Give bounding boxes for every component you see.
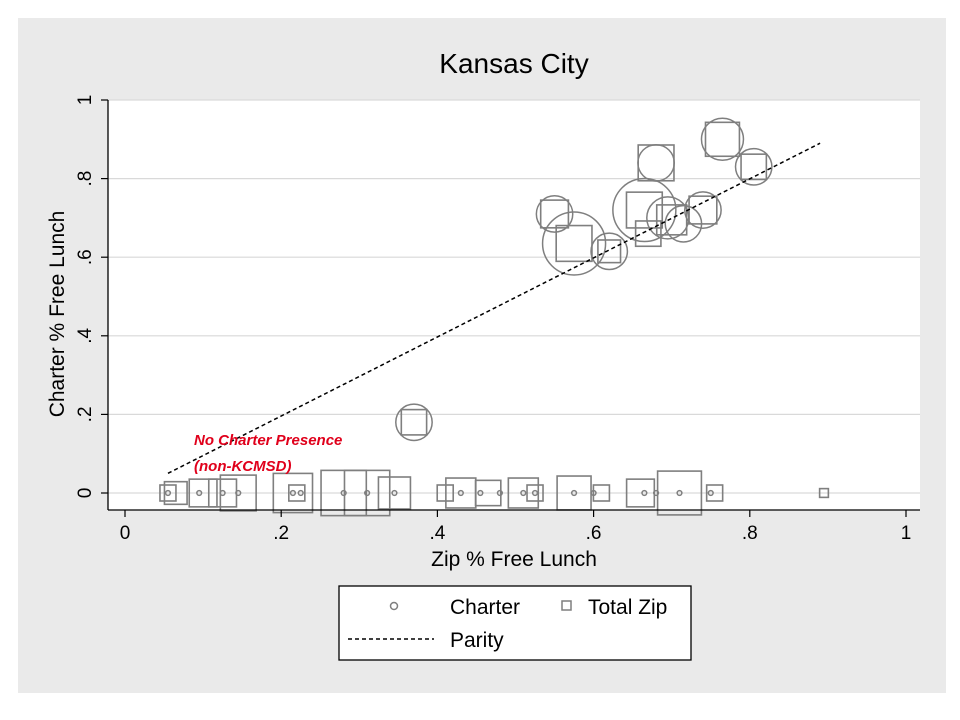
charter-marker xyxy=(590,232,629,271)
x-tick-label: .6 xyxy=(586,523,602,544)
scatter-chart: Kansas City 0 .2 .4 .6 .8 1 0 .2 .4 .6 .8 1 No Char… xyxy=(46,48,920,661)
charter-marker xyxy=(734,147,773,186)
charter-marker xyxy=(570,489,578,497)
charter-marker xyxy=(590,489,597,497)
charter-marker xyxy=(289,489,297,497)
charter-marker xyxy=(676,489,683,497)
charter-marker xyxy=(235,489,242,497)
charter-marker xyxy=(541,211,607,276)
charter-marker xyxy=(477,489,484,497)
charter-marker xyxy=(164,489,172,497)
legend-box xyxy=(338,585,692,661)
annotation: No Charter Presence (non-KCMSD) xyxy=(194,432,342,475)
charter-marker xyxy=(340,489,347,497)
annotation-line-1: No Charter Presence xyxy=(194,432,342,449)
legend-totalzip-symbol xyxy=(561,600,572,611)
x-tick-label: .4 xyxy=(429,523,445,544)
y-tick-label: .2 xyxy=(75,406,96,422)
total-zip-marker xyxy=(555,224,593,263)
legend-totalzip-label: Total Zip xyxy=(588,596,667,619)
total-zip-marker xyxy=(656,470,703,516)
gridlines xyxy=(108,99,920,494)
total-zip-marker xyxy=(818,487,830,499)
total-zip-marker xyxy=(705,484,724,502)
total-zip-marker xyxy=(188,478,218,508)
x-axis-title: Zip % Free Lunch xyxy=(431,548,597,571)
total-zip-marker xyxy=(507,477,540,509)
charter-marker xyxy=(637,143,676,182)
charter-marker xyxy=(219,489,226,497)
total-zip-marker xyxy=(377,476,412,510)
parity-line xyxy=(167,142,821,475)
plot-area xyxy=(108,100,920,510)
y-tick-label: .4 xyxy=(75,327,96,343)
chart-title: Kansas City xyxy=(439,48,588,79)
total-zip-marker xyxy=(343,469,391,517)
total-zip-marker xyxy=(526,484,544,502)
total-zip-marker xyxy=(539,199,570,229)
charter-marker xyxy=(646,196,690,240)
y-tick-label: 1 xyxy=(75,95,96,106)
charter-marker xyxy=(641,489,648,497)
total-zip-marker xyxy=(288,484,306,502)
total-zip-marker xyxy=(159,484,177,502)
total-zip-marker xyxy=(740,153,768,181)
legend-charter-symbol xyxy=(389,601,399,611)
charter-marker xyxy=(457,489,464,497)
charter-marker xyxy=(196,489,203,497)
charter-marker xyxy=(531,489,539,497)
legend: Charter Total Zip Parity xyxy=(338,585,692,661)
total-zip-marker xyxy=(400,408,428,436)
charter-marker xyxy=(496,489,503,497)
charter-marker xyxy=(297,489,304,497)
total-zip-marker xyxy=(634,220,662,248)
charter-marker xyxy=(707,489,714,497)
charter-marker xyxy=(700,117,745,162)
y-tick-label: .8 xyxy=(75,171,96,187)
total-zip-marker xyxy=(320,469,368,517)
legend-parity-label: Parity xyxy=(450,629,504,652)
total-zip-marker xyxy=(625,191,664,229)
x-tick-label: .8 xyxy=(742,523,758,544)
annotation-line-2: (non-KCMSD) xyxy=(194,458,291,475)
y-tick-label: 0 xyxy=(75,488,96,499)
y-axis-title: Charter % Free Lunch xyxy=(46,211,69,418)
charter-marker xyxy=(395,403,433,442)
charter-marker xyxy=(684,191,722,229)
total-zip-marker xyxy=(474,479,502,507)
total-zip-marker xyxy=(272,472,314,514)
charter-marker xyxy=(520,489,527,497)
axes: 0 .2 .4 .6 .8 1 0 .2 .4 .6 .8 1 xyxy=(75,95,920,544)
total-zip-marker xyxy=(704,121,741,158)
data-markers xyxy=(159,117,830,517)
charter-marker xyxy=(391,489,398,497)
legend-charter-label: Charter xyxy=(450,596,520,619)
x-tick-label: .2 xyxy=(273,523,289,544)
total-zip-marker xyxy=(655,204,688,236)
charter-marker xyxy=(612,177,677,243)
charter-marker xyxy=(664,204,703,243)
parity-line-layer xyxy=(167,142,821,475)
charter-marker xyxy=(652,489,660,497)
total-zip-marker xyxy=(163,480,188,506)
total-zip-marker xyxy=(592,484,611,502)
charter-marker xyxy=(535,195,574,233)
total-zip-marker xyxy=(597,239,622,264)
y-tick-label: .6 xyxy=(75,249,96,265)
x-tick-label: 1 xyxy=(901,523,912,544)
chart-frame: Kansas City 0 .2 .4 .6 .8 1 0 .2 .4 .6 .8 1 No Char… xyxy=(18,18,946,693)
charter-marker xyxy=(364,489,371,497)
x-tick-label: 0 xyxy=(120,523,131,544)
